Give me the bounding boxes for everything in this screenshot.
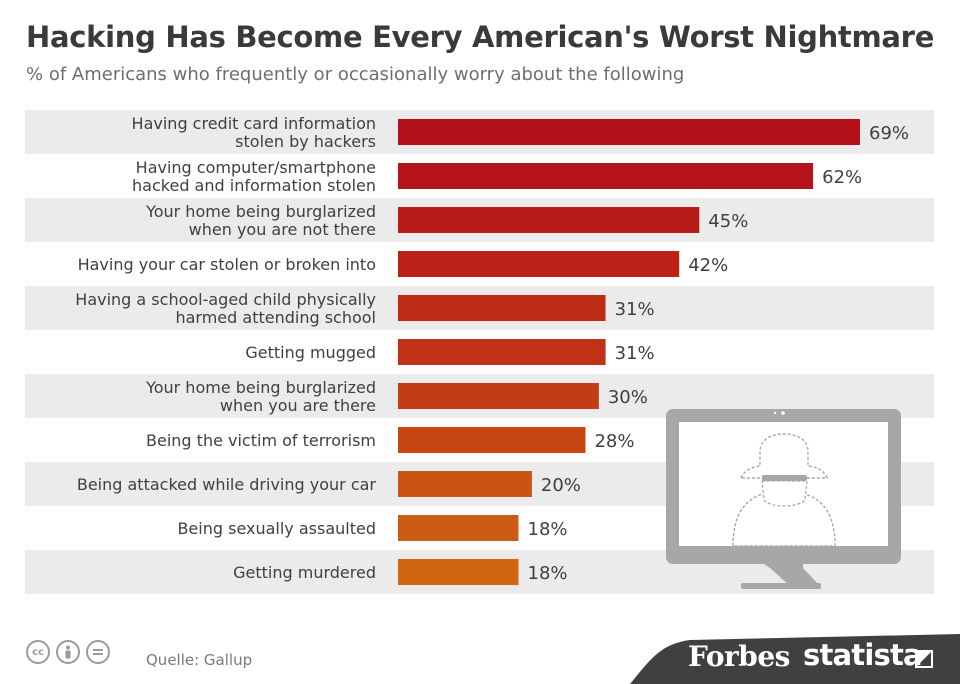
bar: [398, 251, 680, 277]
attribution-icon: [56, 640, 80, 664]
monitor-hacker-icon: [666, 409, 901, 589]
category-label: Getting mugged: [245, 343, 376, 362]
forbes-logo: Forbes: [688, 640, 790, 673]
source-note: Quelle: Gallup: [146, 651, 253, 669]
category-label: Your home being burglarized when you are …: [145, 378, 376, 415]
value-label: 20%: [541, 475, 581, 496]
cc-icon: cc: [26, 640, 50, 664]
value-label: 42%: [688, 255, 728, 276]
chart-title: Hacking Has Become Every American's Wors…: [26, 20, 935, 54]
category-label: Being sexually assaulted: [177, 519, 376, 538]
bar: [398, 515, 519, 541]
value-labels: 69% 62% 45% 42% 31% 31% 30% 28% 20% 18% 18%: [528, 123, 909, 584]
value-label: 30%: [608, 387, 648, 408]
license-icons: cc: [26, 640, 110, 664]
bar: [398, 471, 532, 497]
category-label: Being attacked while driving your car: [77, 475, 377, 494]
category-labels: Having credit card information stolen by …: [75, 114, 376, 582]
bar: [398, 163, 814, 189]
bars: [398, 119, 860, 585]
bar: [398, 383, 599, 409]
bar: [398, 295, 606, 321]
value-label: 18%: [528, 563, 568, 584]
brand-band: [630, 634, 960, 684]
value-label: 18%: [528, 519, 568, 540]
value-label: 69%: [869, 123, 909, 144]
value-label: 62%: [822, 167, 862, 188]
bar: [398, 207, 700, 233]
bar: [398, 119, 860, 145]
value-label: 31%: [615, 299, 655, 320]
no-derivatives-icon: [86, 640, 110, 664]
bar: [398, 559, 519, 585]
statista-logo: statista: [803, 638, 923, 672]
category-label: Having credit card information stolen by …: [132, 114, 376, 151]
value-label: 45%: [708, 211, 748, 232]
bar: [398, 427, 586, 453]
value-label: 31%: [615, 343, 655, 364]
chart-subtitle: % of Americans who frequently or occasio…: [26, 64, 685, 85]
category-label: Your home being burglarized when you are …: [145, 202, 376, 239]
value-label: 28%: [594, 431, 634, 452]
category-label: Having your car stolen or broken into: [78, 255, 376, 274]
category-label: Having computer/smartphone hacked and inf…: [132, 158, 376, 195]
category-label: Getting murdered: [233, 563, 376, 582]
bar: [398, 339, 606, 365]
category-label: Having a school-aged child physically har…: [75, 290, 376, 327]
category-label: Being the victim of terrorism: [146, 431, 376, 450]
